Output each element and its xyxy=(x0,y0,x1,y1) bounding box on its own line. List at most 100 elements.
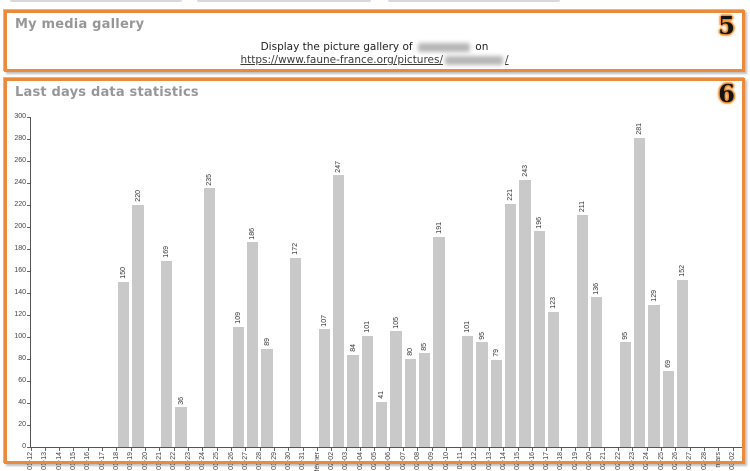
bar-02-23 xyxy=(633,138,646,447)
y-tick-mark xyxy=(27,271,30,272)
bar-value-label: 196 xyxy=(536,216,544,229)
x-tick-mark xyxy=(417,448,419,451)
x-tick-mark xyxy=(288,448,290,451)
gallery-link[interactable]: https://www.faune-france.org/pictures/ / xyxy=(240,54,508,66)
media-gallery-panel: My media gallery 5 Display the picture g… xyxy=(4,10,745,72)
x-tick-mark xyxy=(259,448,261,451)
stats-title: Last days data statistics xyxy=(15,85,199,100)
bar-value-label: 41 xyxy=(378,391,386,399)
bar-02-13 xyxy=(490,360,503,447)
bar-01-19 xyxy=(132,205,144,447)
x-tick-mark xyxy=(145,448,147,451)
redacted-user-name xyxy=(417,42,470,52)
bar-01-28 xyxy=(261,349,273,447)
bar-value-label: 105 xyxy=(392,316,400,329)
bar-01-18 xyxy=(117,282,130,447)
y-tick-mark xyxy=(27,249,30,250)
bar-value-label: 169 xyxy=(163,246,171,259)
y-tick-label: 200 xyxy=(14,223,26,230)
x-tick-mark xyxy=(589,448,591,451)
bar-02-07 xyxy=(404,359,417,447)
cropped-top-element xyxy=(197,0,371,2)
x-tick-mark xyxy=(173,448,175,451)
bar-01-30 xyxy=(289,258,302,447)
y-tick-label: 120 xyxy=(14,311,26,318)
plot-area: 150 220 169 36 235 109 186 89 172 107 247 84 101 41 10… xyxy=(0,117,750,447)
x-tick-mark xyxy=(374,448,376,451)
bar-02-02 xyxy=(332,175,345,447)
bar-01-21 xyxy=(160,261,173,447)
y-tick-mark xyxy=(27,403,30,404)
y-tick-mark xyxy=(27,227,30,228)
bar-value-label: 89 xyxy=(263,338,271,347)
x-tick-mark xyxy=(675,448,677,451)
media-gallery-title: My media gallery xyxy=(15,17,145,32)
x-tick-mark xyxy=(102,448,104,451)
y-tick-mark xyxy=(27,205,30,206)
y-axis-line xyxy=(30,117,31,448)
bar-02-16 xyxy=(533,231,546,447)
bar-02-22 xyxy=(619,342,632,447)
y-tick-label: 220 xyxy=(14,201,26,208)
bar-value-label: 172 xyxy=(292,243,300,255)
y-tick-label: 100 xyxy=(14,333,26,340)
x-tick-label: mars xyxy=(714,452,722,468)
x-tick-mark xyxy=(732,448,734,451)
y-tick-mark xyxy=(27,139,30,140)
x-tick-mark xyxy=(317,448,319,451)
bar-value-label: 36 xyxy=(177,396,185,405)
bar-value-label: 80 xyxy=(407,348,415,356)
bar-value-label: 136 xyxy=(593,282,601,295)
bar-value-label: 235 xyxy=(206,173,214,186)
x-tick-mark xyxy=(202,448,204,451)
bar-value-label: 95 xyxy=(478,331,486,340)
x-axis-line xyxy=(30,447,742,448)
bar-value-label: 281 xyxy=(636,123,644,135)
y-tick-mark xyxy=(27,337,30,338)
y-tick-label: 260 xyxy=(14,157,26,164)
x-tick-mark xyxy=(446,448,448,451)
y-tick-label: 280 xyxy=(14,135,26,142)
x-tick-mark xyxy=(431,448,433,451)
y-tick-label: 0 xyxy=(22,443,26,450)
x-tick-mark xyxy=(474,448,476,451)
gallery-link-line: https://www.faune-france.org/pictures/ / xyxy=(7,54,742,67)
bar-février xyxy=(318,329,331,447)
bar-02-15 xyxy=(519,180,531,447)
redacted-gallery-path xyxy=(445,55,504,65)
x-tick-mark xyxy=(345,448,347,451)
bar-value-label: 220 xyxy=(134,190,142,202)
y-tick-mark xyxy=(27,447,30,448)
gallery-link-slash: / xyxy=(505,54,509,66)
y-tick-mark xyxy=(27,117,30,118)
bar-02-17 xyxy=(547,312,560,447)
x-tick-mark xyxy=(546,448,548,451)
bar-01-27 xyxy=(246,242,259,447)
y-tick-label: 140 xyxy=(14,289,26,296)
x-tick-mark xyxy=(216,448,218,451)
bar-02-14 xyxy=(504,204,517,447)
bar-02-24 xyxy=(648,305,660,447)
x-tick-mark xyxy=(44,448,46,451)
bar-02-26 xyxy=(676,280,689,447)
x-tick-mark xyxy=(575,448,577,451)
x-tick-mark xyxy=(532,448,534,451)
y-tick-label: 20 xyxy=(18,421,26,428)
x-tick-mark xyxy=(517,448,519,451)
x-tick-mark xyxy=(360,448,362,451)
x-tick-mark xyxy=(159,448,161,451)
x-tick-mark xyxy=(116,448,118,451)
gallery-description-line1: Display the picture gallery of on xyxy=(7,41,742,54)
y-tick-mark xyxy=(27,161,30,162)
x-tick-mark xyxy=(603,448,605,451)
bar-value-label: 247 xyxy=(335,160,343,173)
x-tick-mark xyxy=(302,448,304,451)
bar-value-label: 101 xyxy=(464,321,472,333)
y-tick-label: 180 xyxy=(14,245,26,252)
gallery-description-prefix: Display the picture gallery of xyxy=(260,41,413,53)
y-tick-label: 160 xyxy=(14,267,26,274)
x-tick-mark xyxy=(73,448,75,451)
x-tick-mark xyxy=(704,448,705,451)
bar-02-11 xyxy=(461,336,474,447)
x-tick-mark xyxy=(646,448,648,451)
